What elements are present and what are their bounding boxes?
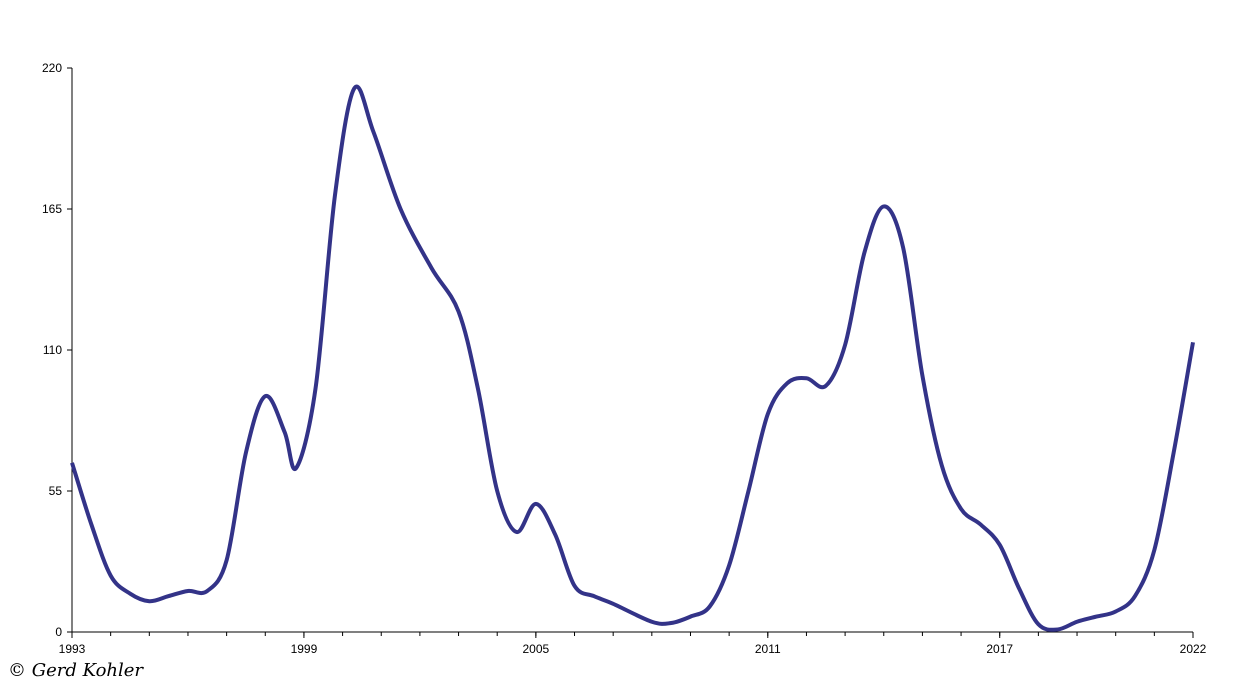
y-tick-label: 0	[55, 625, 62, 639]
y-tick-label: 110	[43, 343, 62, 357]
x-tick-label: 2011	[755, 642, 781, 656]
x-tick-label: 2022	[1180, 642, 1207, 656]
copyright: © Gerd Kohler	[8, 660, 144, 681]
line	[70, 84, 1195, 632]
x-tick-label: 1999	[291, 642, 318, 656]
x-tick-label: 2017	[986, 642, 1013, 656]
y-tick-label: 55	[49, 484, 63, 498]
x-tick-label: 1993	[59, 642, 86, 656]
x-tick-label: 2005	[523, 642, 550, 656]
y-tick-label: 165	[42, 202, 62, 216]
y-tick-label: 220	[42, 61, 62, 75]
